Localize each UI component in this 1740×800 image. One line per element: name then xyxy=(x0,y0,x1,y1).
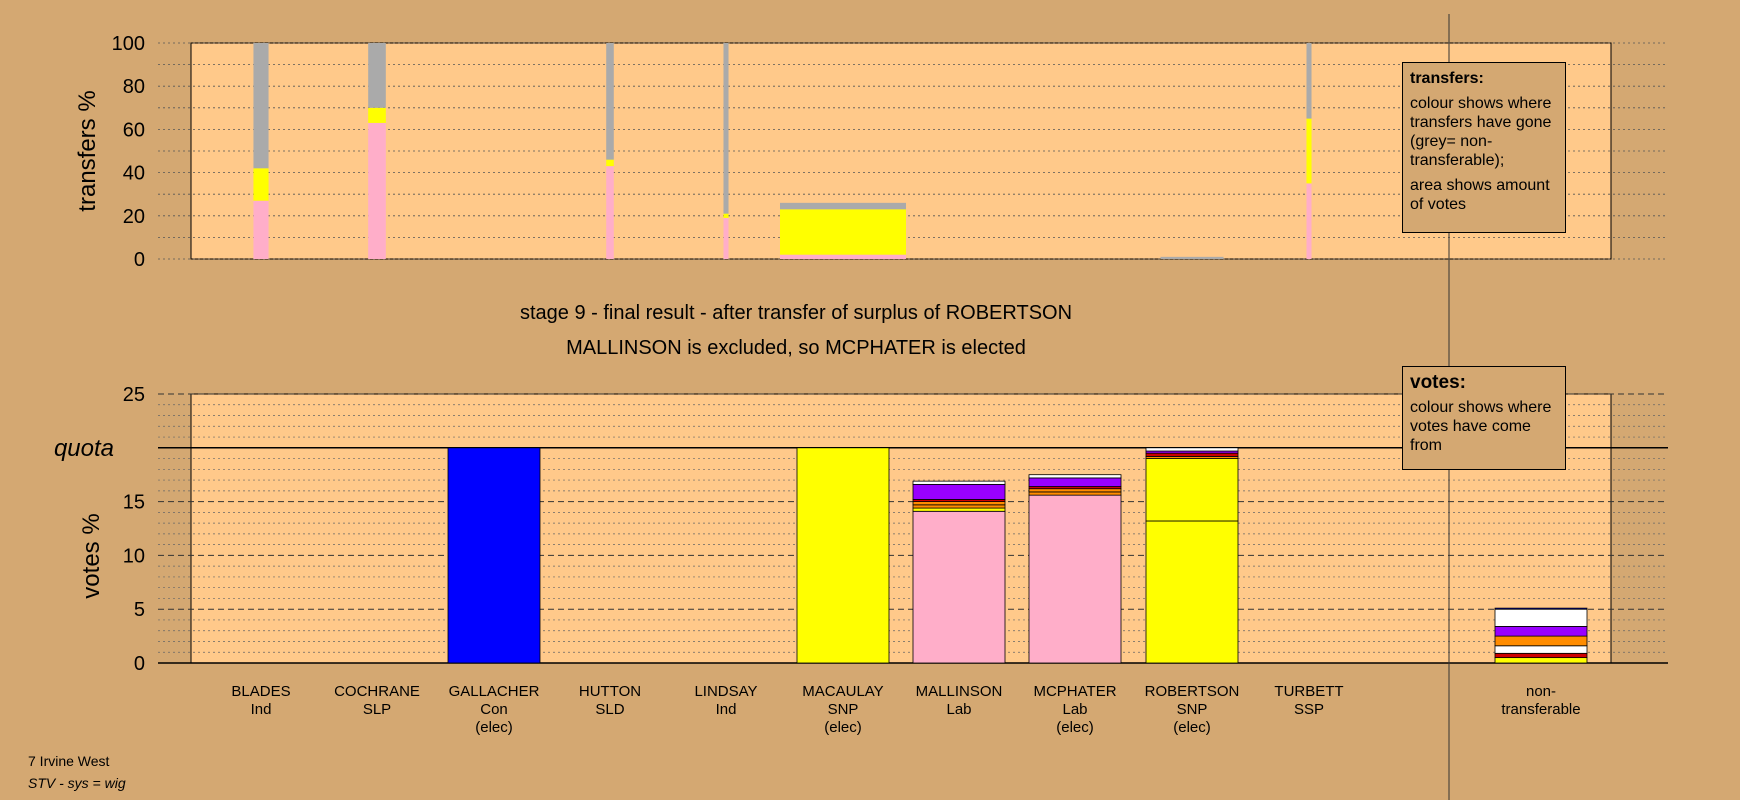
vote-bar-segment xyxy=(912,501,1006,506)
candidate-name-label: LINDSAY xyxy=(694,683,757,700)
votes-y-tick-label: 10 xyxy=(123,545,145,567)
legend-transfers: transfers: colour shows where transfers … xyxy=(1402,62,1566,233)
vote-bar-segment xyxy=(1028,491,1122,496)
vote-bar-segment xyxy=(912,507,1006,512)
legend-transfers-text-1: colour shows where transfers have gone (… xyxy=(1410,95,1552,169)
footer-system: STV - sys = wig xyxy=(28,775,126,791)
vote-bar-segment xyxy=(1145,452,1239,457)
nontransferable-label-1: non- xyxy=(1526,683,1556,700)
candidate-party-label: Lab xyxy=(946,701,971,718)
transfers-y-tick-label: 60 xyxy=(123,119,145,141)
candidate-name-label: TURBETT xyxy=(1274,683,1343,700)
candidate-status-label: (elec) xyxy=(475,719,513,736)
vote-bar-segment xyxy=(1494,657,1588,664)
transfer-bar-segment xyxy=(253,168,269,201)
legend-votes-title: votes: xyxy=(1410,372,1466,393)
candidate-name-label: MALLINSON xyxy=(916,683,1003,700)
legend-votes-text: colour shows where votes have come from xyxy=(1410,399,1552,454)
vote-bar-segment xyxy=(912,504,1006,509)
candidate-name-label: COCHRANE xyxy=(334,683,420,700)
candidate-party-label: SNP xyxy=(828,701,859,718)
transfers-y-tick-label: 40 xyxy=(123,163,145,185)
vote-bar-segment xyxy=(1145,520,1239,664)
candidate-status-label: (elec) xyxy=(1173,719,1211,736)
transfer-bar-segment xyxy=(780,254,906,259)
transfer-bar-segment xyxy=(368,107,386,123)
transfer-bar-segment xyxy=(780,202,906,210)
votes-y-tick-label: 0 xyxy=(134,653,145,675)
vote-bar-segment xyxy=(912,483,1006,500)
vote-bar-segment xyxy=(1494,635,1588,647)
candidate-status-label: (elec) xyxy=(1056,719,1094,736)
transfer-bar-segment xyxy=(1160,256,1224,259)
votes-y-tick-label: 5 xyxy=(134,599,145,621)
vote-bar-segment xyxy=(1145,458,1239,522)
candidate-party-label: SLD xyxy=(595,701,624,718)
candidate-status-label: (elec) xyxy=(824,719,862,736)
vote-bar-segment xyxy=(1028,474,1122,479)
candidate-party-label: Ind xyxy=(716,701,737,718)
votes-y-axis-title: votes % xyxy=(78,513,105,598)
candidate-name-label: MCPHATER xyxy=(1033,683,1116,700)
vote-bar-segment xyxy=(1494,608,1588,627)
vote-bar-segment xyxy=(912,510,1006,664)
vote-bar-segment xyxy=(1028,494,1122,664)
vote-bar-segment xyxy=(912,480,1006,485)
vote-bar-segment xyxy=(1145,447,1239,452)
candidate-party-label: Con xyxy=(480,701,508,718)
transfer-bar-segment xyxy=(1306,43,1312,119)
candidate-party-label: SNP xyxy=(1177,701,1208,718)
vote-bar-segment xyxy=(1494,645,1588,654)
vote-bar-segment xyxy=(1494,652,1588,659)
transfer-bar-segment xyxy=(606,159,614,167)
transfers-y-tick-label: 0 xyxy=(134,249,145,271)
candidate-party-label: SSP xyxy=(1294,701,1324,718)
vote-bar-segment xyxy=(447,447,541,664)
candidate-party-label: Lab xyxy=(1062,701,1087,718)
footer-constituency: 7 Irvine West xyxy=(28,753,110,769)
transfers-y-tick-label: 80 xyxy=(123,76,145,98)
candidate-party-label: SLP xyxy=(363,701,391,718)
vote-bar-segment xyxy=(1028,488,1122,493)
caption-line-1: stage 9 - final result - after transfer … xyxy=(520,302,1072,324)
transfer-bar-segment xyxy=(723,213,729,218)
candidate-party-label: Ind xyxy=(251,701,272,718)
transfer-bar-segment xyxy=(780,209,906,255)
candidate-name-label: GALLACHER xyxy=(449,683,540,700)
transfers-y-tick-label: 20 xyxy=(123,206,145,228)
votes-y-tick-label: 25 xyxy=(123,384,145,406)
transfer-bar-segment xyxy=(723,217,729,259)
transfer-bar-segment xyxy=(606,43,614,160)
transfer-bar-segment xyxy=(1306,183,1312,259)
legend-votes: votes: colour shows where votes have com… xyxy=(1402,366,1566,470)
legend-transfers-text-2: area shows amount of votes xyxy=(1410,177,1550,213)
caption-line-2: MALLINSON is excluded, so MCPHATER is el… xyxy=(566,337,1026,359)
vote-bar-segment xyxy=(1028,477,1122,487)
transfer-bar-segment xyxy=(253,43,269,169)
transfers-y-tick-label: 100 xyxy=(112,33,145,55)
votes-plot-area xyxy=(190,393,1612,664)
candidate-name-label: ROBERTSON xyxy=(1145,683,1240,700)
transfer-bar-segment xyxy=(723,43,729,214)
candidate-name-label: HUTTON xyxy=(579,683,641,700)
votes-y-tick-label: 15 xyxy=(123,492,145,514)
transfer-bar-segment xyxy=(368,43,386,108)
candidate-name-label: MACAULAY xyxy=(802,683,883,700)
transfer-bar-segment xyxy=(1306,118,1312,184)
nontransferable-label-2: transferable xyxy=(1501,701,1580,718)
transfers-y-axis-title: transfers % xyxy=(74,90,101,211)
vote-bar-segment xyxy=(1494,607,1588,610)
transfer-bar-segment xyxy=(606,166,614,259)
transfer-bar-segment xyxy=(253,200,269,259)
legend-transfers-title: transfers: xyxy=(1410,70,1484,87)
vote-bar-segment xyxy=(1494,626,1588,637)
candidate-name-label: BLADES xyxy=(231,683,290,700)
transfer-bar-segment xyxy=(368,122,386,259)
quota-label: quota xyxy=(54,435,114,462)
vote-bar-segment xyxy=(796,447,890,664)
